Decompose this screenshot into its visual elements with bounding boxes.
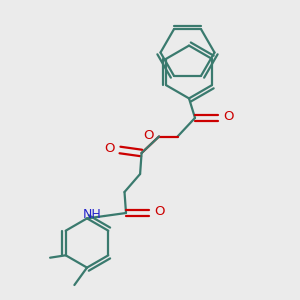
Text: O: O (104, 142, 115, 155)
Text: O: O (143, 129, 154, 142)
Text: NH: NH (83, 208, 101, 221)
Text: O: O (154, 205, 164, 218)
Text: O: O (223, 110, 233, 123)
